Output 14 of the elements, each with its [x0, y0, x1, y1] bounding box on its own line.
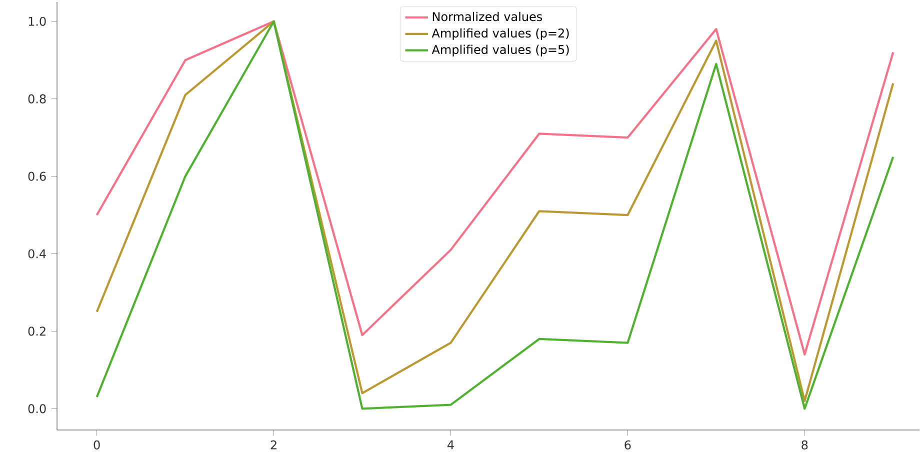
legend-label: Amplified values (p=2): [432, 28, 569, 40]
legend-label: Normalized values: [432, 12, 542, 22]
y-tick-label: 0.6: [28, 172, 46, 181]
x-tick-label: 8: [802, 440, 808, 450]
y-tick-label: 0.8: [28, 94, 46, 104]
y-tick-label: 0.4: [28, 249, 46, 258]
y-tick-label: 0.2: [28, 326, 46, 336]
x-tick-label: 2: [270, 440, 276, 450]
y-tick-label: 0.0: [28, 404, 46, 414]
x-tick-label: 6: [624, 440, 631, 450]
x-tick-label: 0: [94, 440, 100, 450]
y-tick-label: 1.0: [28, 16, 46, 26]
x-tick-label: 4: [448, 440, 454, 450]
legend-label: Amplified values (p=5): [432, 44, 569, 56]
